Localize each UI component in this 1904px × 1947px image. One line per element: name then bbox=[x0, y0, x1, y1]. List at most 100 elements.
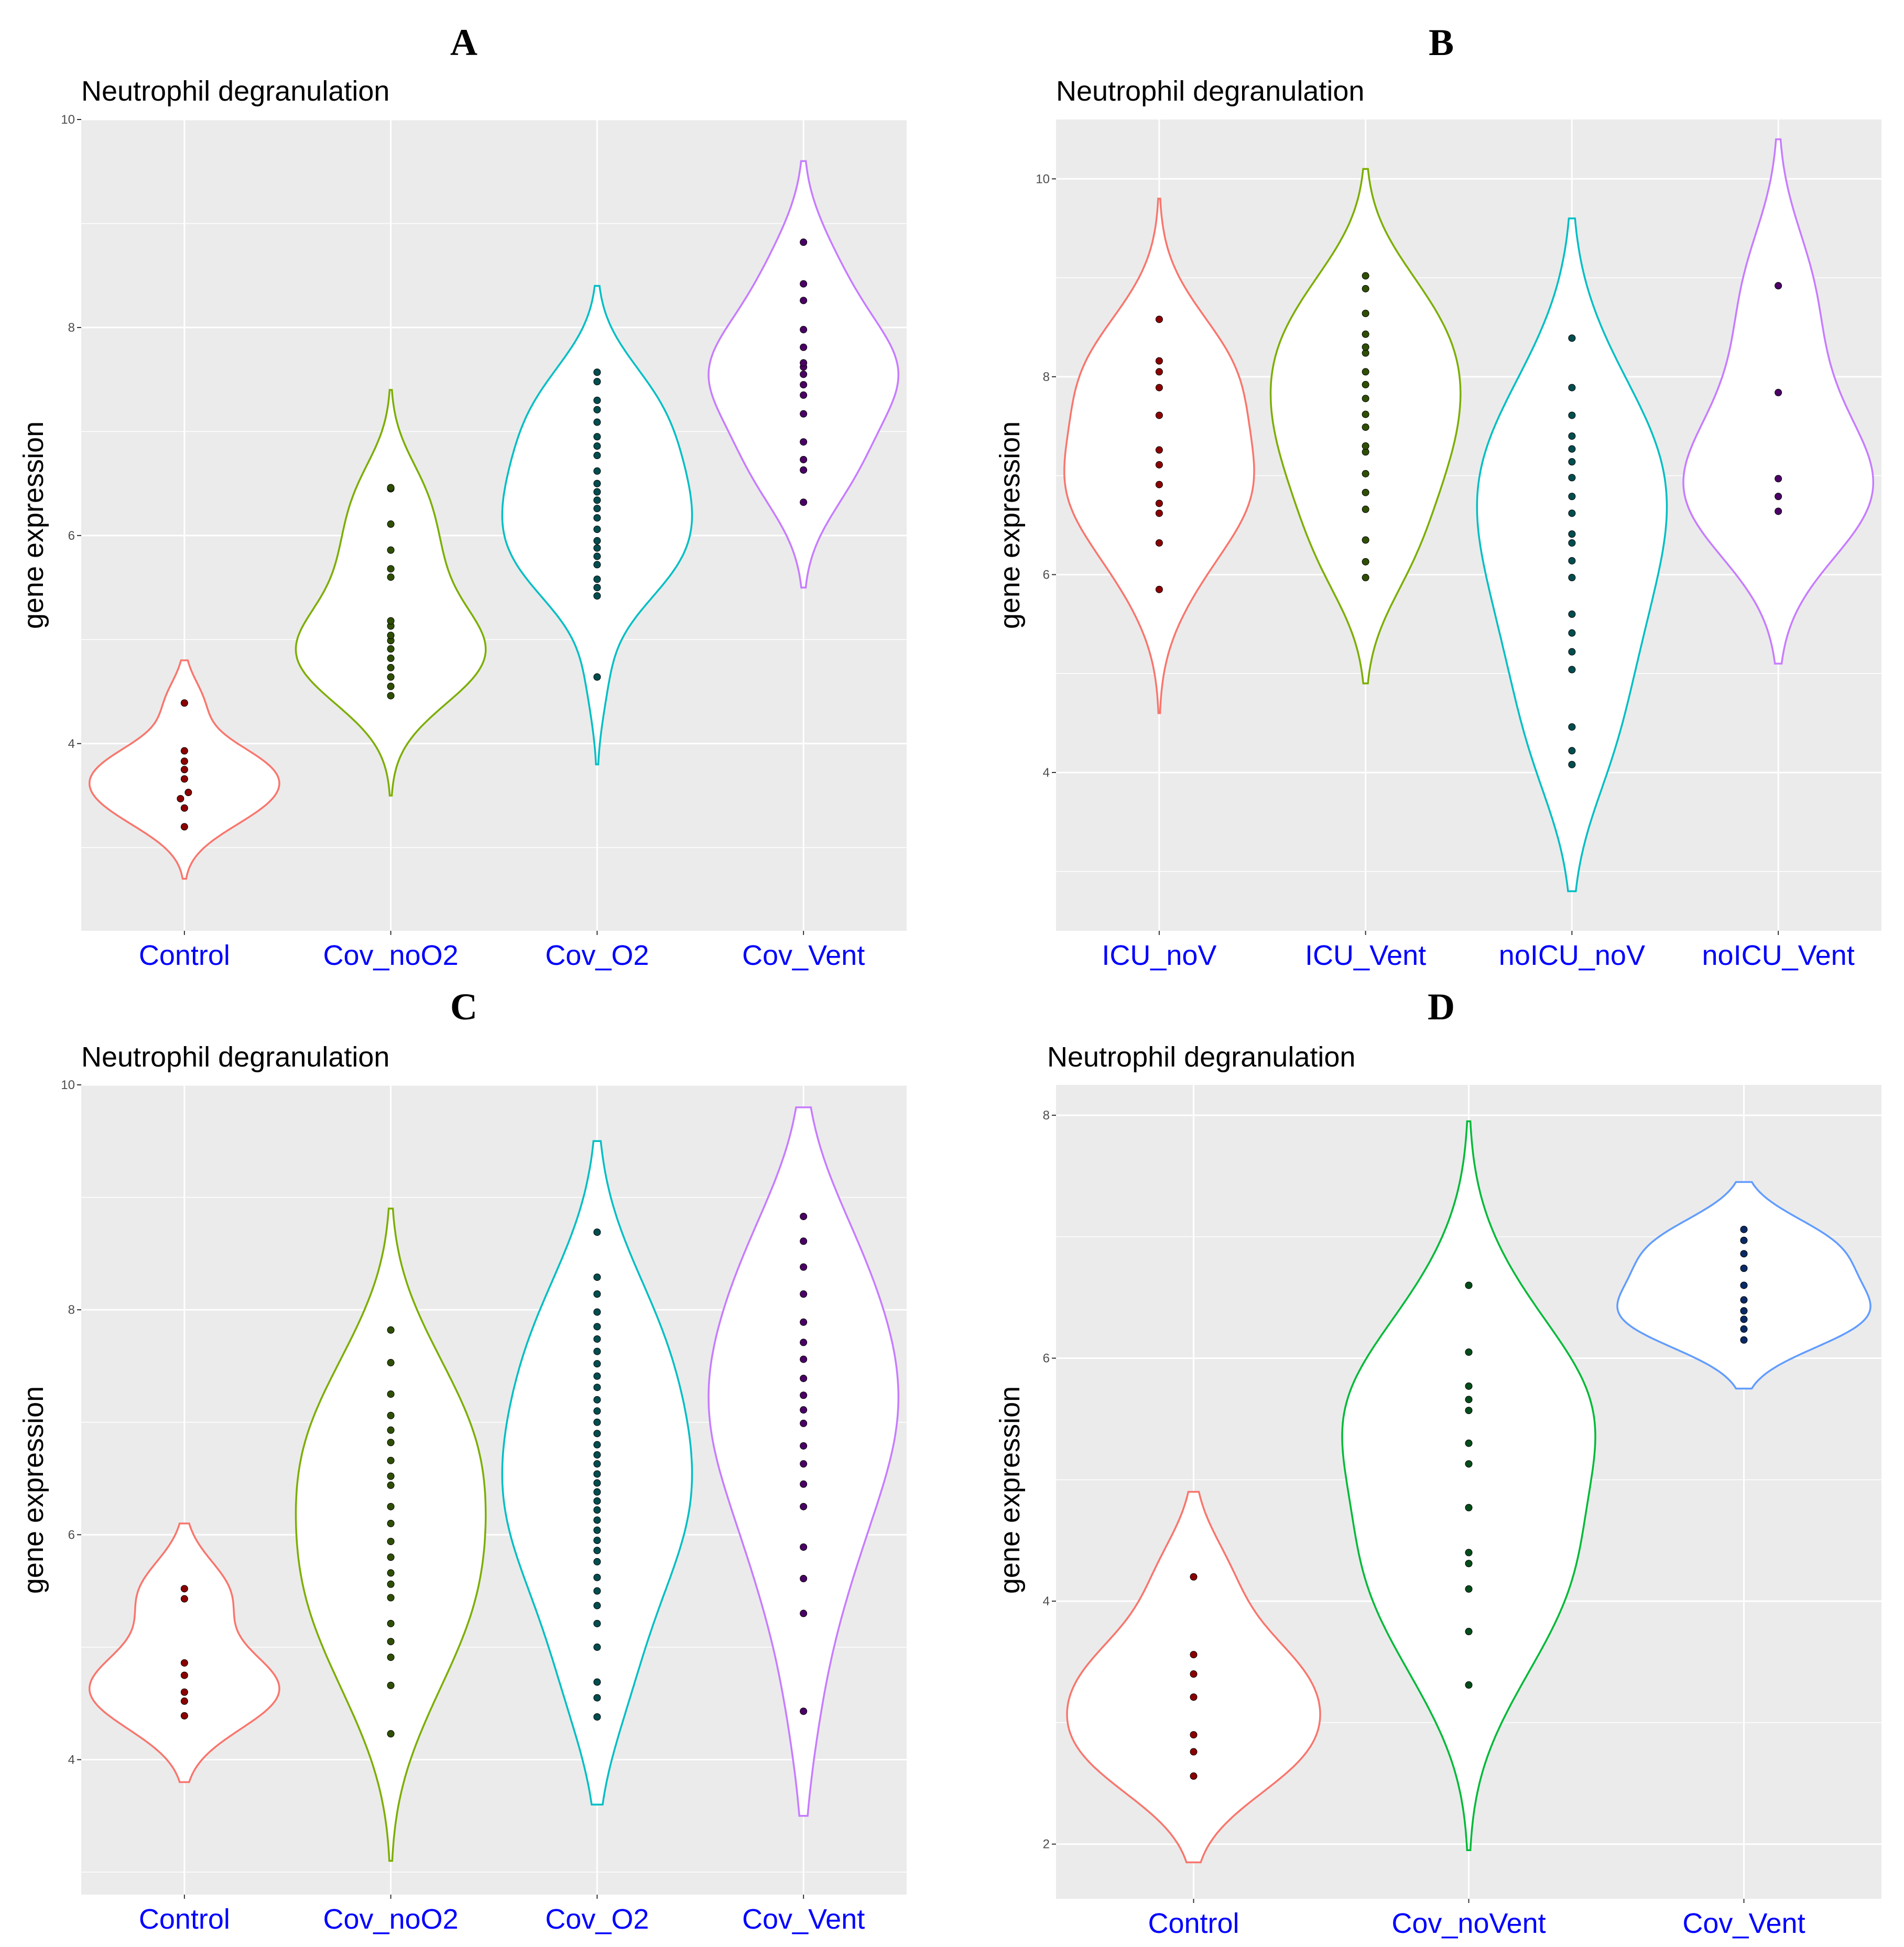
data-point bbox=[593, 1323, 601, 1331]
data-point bbox=[593, 1407, 601, 1415]
violin-noicu-vent bbox=[1682, 138, 1875, 665]
panel-letter: D bbox=[1428, 986, 1455, 1028]
data-point bbox=[177, 795, 184, 802]
data-point bbox=[593, 525, 601, 533]
data-point bbox=[1190, 1670, 1198, 1678]
data-point bbox=[1465, 1281, 1473, 1289]
data-point bbox=[593, 1290, 601, 1298]
x-tick-label: ICU_Vent bbox=[1305, 940, 1426, 971]
data-point bbox=[1362, 536, 1369, 544]
y-tick-label: 6 bbox=[1043, 568, 1050, 582]
data-point bbox=[387, 573, 395, 581]
data-point bbox=[387, 1519, 395, 1527]
y-tick-label: 4 bbox=[1043, 1594, 1050, 1608]
data-point bbox=[180, 823, 188, 831]
data-point bbox=[1155, 539, 1163, 547]
data-point bbox=[1362, 442, 1369, 450]
data-point bbox=[800, 238, 808, 246]
data-point bbox=[1740, 1315, 1748, 1323]
panel-b: B Neutrophil degranulation gene expression… bbox=[994, 21, 1881, 971]
data-point bbox=[800, 1575, 808, 1583]
data-point bbox=[1155, 499, 1163, 507]
data-point bbox=[800, 1375, 808, 1383]
data-point bbox=[1465, 1396, 1473, 1404]
data-point bbox=[593, 368, 601, 376]
data-point bbox=[387, 617, 395, 625]
data-point bbox=[1568, 610, 1576, 618]
data-point bbox=[387, 1481, 395, 1489]
y-tick-label: 10 bbox=[61, 1078, 75, 1092]
data-point bbox=[800, 325, 808, 333]
data-point bbox=[800, 1213, 808, 1221]
data-point bbox=[593, 1228, 601, 1236]
data-point bbox=[800, 455, 808, 463]
data-point bbox=[1568, 760, 1576, 768]
data-point bbox=[593, 1396, 601, 1404]
data-point bbox=[1465, 1382, 1473, 1390]
data-point bbox=[800, 498, 808, 506]
data-point bbox=[800, 391, 808, 399]
y-axis-label: gene expression bbox=[18, 421, 49, 629]
data-point bbox=[1362, 505, 1369, 513]
data-point bbox=[800, 438, 808, 446]
data-point bbox=[387, 1553, 395, 1561]
data-point bbox=[184, 789, 192, 797]
data-point bbox=[593, 537, 601, 545]
data-point bbox=[593, 1547, 601, 1554]
data-point bbox=[1568, 493, 1576, 501]
data-point bbox=[593, 514, 601, 522]
data-point bbox=[593, 1430, 601, 1438]
data-point bbox=[387, 484, 395, 492]
y-tick-label: 10 bbox=[1036, 172, 1050, 186]
data-point bbox=[1568, 747, 1576, 755]
data-point bbox=[387, 565, 395, 573]
data-point bbox=[800, 1290, 808, 1298]
data-point bbox=[593, 1460, 601, 1468]
data-point bbox=[180, 757, 188, 765]
data-point bbox=[800, 381, 808, 389]
data-point bbox=[387, 1456, 395, 1464]
data-point bbox=[1465, 1348, 1473, 1356]
data-point bbox=[800, 343, 808, 351]
data-point bbox=[1190, 1731, 1198, 1739]
panel-a: A Neutrophil degranulation gene expression… bbox=[18, 21, 907, 971]
data-point bbox=[800, 280, 808, 288]
data-point bbox=[1190, 1651, 1198, 1659]
data-point bbox=[800, 1460, 808, 1468]
data-point bbox=[1568, 666, 1576, 673]
data-point bbox=[387, 1569, 395, 1577]
y-tick-label: 6 bbox=[68, 1528, 75, 1542]
y-tick-label: 4 bbox=[1043, 766, 1050, 780]
data-point bbox=[593, 552, 601, 560]
data-point bbox=[387, 1439, 395, 1446]
data-point bbox=[1362, 380, 1369, 388]
data-point bbox=[387, 1503, 395, 1510]
data-point bbox=[800, 1480, 808, 1488]
y-tick-label: 4 bbox=[68, 1753, 75, 1767]
data-point bbox=[1465, 1628, 1473, 1636]
panel-letter: A bbox=[450, 21, 477, 63]
data-point bbox=[1568, 432, 1576, 440]
data-point bbox=[593, 467, 601, 475]
data-point bbox=[1568, 530, 1576, 538]
x-tick-label: Control bbox=[139, 940, 230, 971]
violin-icu-nov bbox=[1063, 198, 1255, 714]
data-point bbox=[1740, 1307, 1748, 1315]
data-point bbox=[387, 1326, 395, 1334]
data-point bbox=[1568, 445, 1576, 453]
data-point bbox=[800, 1543, 808, 1551]
data-point bbox=[387, 663, 395, 671]
plot-title: Neutrophil degranulation bbox=[1047, 1041, 1355, 1073]
data-point bbox=[800, 1707, 808, 1715]
data-point bbox=[1362, 558, 1369, 565]
data-point bbox=[387, 1359, 395, 1367]
data-point bbox=[180, 1585, 188, 1593]
data-point bbox=[1775, 507, 1782, 515]
x-tick-label: Cov_noVent bbox=[1391, 1908, 1546, 1939]
data-point bbox=[387, 682, 395, 690]
data-point bbox=[1740, 1281, 1748, 1289]
y-tick-label: 8 bbox=[68, 1303, 75, 1317]
data-point bbox=[593, 480, 601, 487]
data-point bbox=[180, 804, 188, 812]
x-tick-label: Cov_noO2 bbox=[323, 940, 459, 971]
